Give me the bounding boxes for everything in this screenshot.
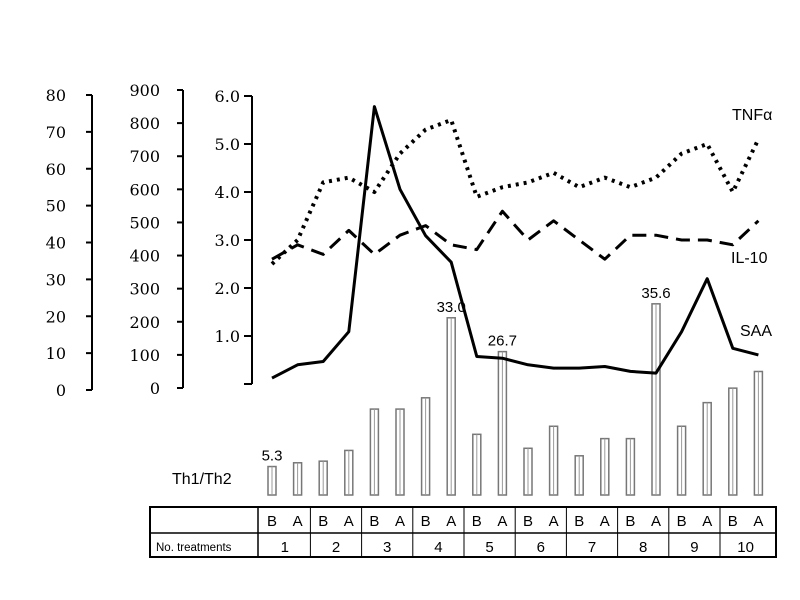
axis-middle-tick-label: 400 bbox=[129, 247, 160, 266]
axis-inner-tick-label: 6.0 bbox=[215, 87, 240, 106]
table-row2-cell: 2 bbox=[332, 539, 340, 556]
axis-middle-tick-label: 100 bbox=[129, 346, 160, 365]
table-row2-cell: 4 bbox=[434, 539, 442, 556]
table-row2-cell: 8 bbox=[639, 539, 647, 556]
table-row2-cell: 9 bbox=[690, 539, 698, 556]
th1-th2-bar-value-label: 26.7 bbox=[488, 333, 517, 350]
series-label-il10: IL-10 bbox=[731, 250, 768, 267]
table-row2-cell: 6 bbox=[537, 539, 545, 556]
axis-outer-tick-label: 80 bbox=[46, 86, 66, 105]
table-row1-cell: A bbox=[395, 513, 405, 530]
axis-inner-tick-label: 3.0 bbox=[215, 231, 240, 250]
series-label-th1-th2: Th1/Th2 bbox=[172, 471, 232, 488]
axis-inner-tick-label: 1.0 bbox=[215, 327, 240, 346]
table-row2-cell: 7 bbox=[588, 539, 596, 556]
series-line-2 bbox=[271, 105, 759, 380]
axis-inner-tick-label: 5.0 bbox=[215, 135, 240, 154]
bars-group bbox=[267, 303, 764, 496]
axis-outer-tick-label: 30 bbox=[46, 270, 66, 289]
th1-th2-bar-value-label: 33.0 bbox=[437, 299, 466, 316]
table-row1-cell: B bbox=[625, 513, 635, 530]
table-row1-cell: A bbox=[753, 513, 763, 530]
table-row1-cell: A bbox=[600, 513, 610, 530]
table-row1-cell: B bbox=[677, 513, 687, 530]
table-row1-cell: B bbox=[369, 513, 379, 530]
axis-outer-tick-label: 0 bbox=[56, 381, 66, 400]
labels-group: 5.3 33.0 26.7 35.6 TNFα IL-10 SAA Th1/Th2 bbox=[172, 107, 772, 488]
axis-outer-tick-label: 50 bbox=[46, 197, 66, 216]
series-label-saa: SAA bbox=[740, 323, 772, 340]
axis-inner-tick-label: 2.0 bbox=[215, 279, 240, 298]
th1-th2-bar-value-label: 5.3 bbox=[262, 448, 283, 465]
table-row1-cell: A bbox=[549, 513, 559, 530]
axis-outer-tick-label: 40 bbox=[46, 234, 66, 253]
axis-outer-tick-label: 20 bbox=[46, 307, 66, 326]
series-line-1 bbox=[271, 209, 760, 261]
axis-inner-tick-label: 4.0 bbox=[215, 183, 240, 202]
axis-outer-tick-label: 10 bbox=[46, 344, 66, 363]
table-row2-cell: 3 bbox=[383, 539, 391, 556]
table-row1-cell: A bbox=[446, 513, 456, 530]
table-row1-cell: B bbox=[421, 513, 431, 530]
series-line-0 bbox=[270, 118, 761, 266]
table-row1-cell: A bbox=[702, 513, 712, 530]
table-row1-cell: B bbox=[728, 513, 738, 530]
table-row2-cell: 1 bbox=[281, 539, 289, 556]
table-row1-cell: B bbox=[318, 513, 328, 530]
table-row1-cell: A bbox=[497, 513, 507, 530]
table-row1-cell: A bbox=[344, 513, 354, 530]
table-row1-cell: B bbox=[523, 513, 533, 530]
lines-group bbox=[270, 105, 761, 380]
table-row1-cell: B bbox=[472, 513, 482, 530]
table-row2-header: No. treatments bbox=[156, 542, 232, 554]
table-row2-cell: 5 bbox=[485, 539, 493, 556]
axis-middle-tick-label: 700 bbox=[129, 147, 160, 166]
axis-middle-tick-label: 900 bbox=[129, 81, 160, 100]
table-border bbox=[149, 506, 777, 558]
axis-middle-tick-label: 600 bbox=[129, 180, 160, 199]
treatment-table: B A B A B A B A B A B A B A B A B A B ANo. treatments 1 2 3 4 5 6… bbox=[149, 506, 777, 558]
series-label-tnf: TNFα bbox=[732, 107, 772, 124]
table-row1-cell: B bbox=[574, 513, 584, 530]
axis-middle-tick-label: 300 bbox=[129, 280, 160, 299]
table-row1-cell: A bbox=[651, 513, 661, 530]
axis-middle-tick-label: 200 bbox=[129, 313, 160, 332]
table-row2-cell: 10 bbox=[737, 539, 754, 556]
axis-middle-tick-label: 0 bbox=[150, 379, 160, 398]
axis-outer-tick-label: 70 bbox=[46, 123, 66, 142]
axis-middle-tick-label: 500 bbox=[129, 213, 160, 232]
th1-th2-bar-value-label: 35.6 bbox=[641, 285, 670, 302]
table-row1-cell: B bbox=[267, 513, 277, 530]
axis-outer-tick-label: 60 bbox=[46, 160, 66, 179]
axes-group: 0102030405060708001002003004005006007008… bbox=[46, 81, 253, 400]
axis-middle-tick-label: 800 bbox=[129, 114, 160, 133]
table-row1-cell: A bbox=[293, 513, 303, 530]
